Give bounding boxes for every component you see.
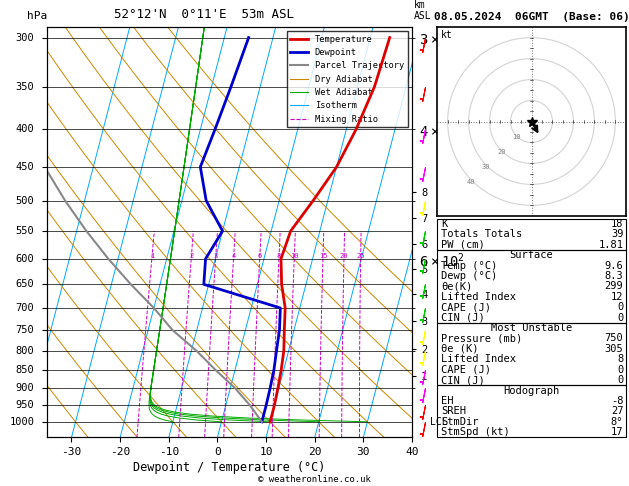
X-axis label: Dewpoint / Temperature (°C): Dewpoint / Temperature (°C): [133, 461, 326, 474]
Text: 0: 0: [617, 375, 623, 385]
Text: Totals Totals: Totals Totals: [441, 229, 522, 239]
Text: 550: 550: [16, 226, 35, 236]
Text: Lifted Index: Lifted Index: [441, 354, 516, 364]
Text: 750: 750: [16, 325, 35, 335]
Text: Surface: Surface: [509, 250, 554, 260]
Text: 300: 300: [16, 33, 35, 43]
Text: hPa: hPa: [27, 11, 47, 20]
Text: 2: 2: [189, 253, 193, 259]
Text: 299: 299: [604, 281, 623, 292]
Text: 450: 450: [16, 162, 35, 172]
Text: 20: 20: [340, 253, 348, 259]
Text: 350: 350: [16, 82, 35, 92]
Text: 8°: 8°: [611, 417, 623, 427]
Text: 0: 0: [617, 364, 623, 375]
Text: 4: 4: [231, 253, 236, 259]
Text: StmDir: StmDir: [441, 417, 479, 427]
Text: 18: 18: [611, 219, 623, 229]
Text: 8.3: 8.3: [604, 271, 623, 281]
Text: 950: 950: [16, 400, 35, 411]
Text: Lifted Index: Lifted Index: [441, 292, 516, 302]
Text: CAPE (J): CAPE (J): [441, 302, 491, 312]
Text: -8: -8: [611, 396, 623, 406]
Text: 600: 600: [16, 254, 35, 264]
Text: 800: 800: [16, 346, 35, 356]
Text: PW (cm): PW (cm): [441, 240, 485, 250]
Text: 27: 27: [611, 406, 623, 417]
Text: StmSpd (kt): StmSpd (kt): [441, 427, 509, 437]
Text: 0: 0: [617, 312, 623, 323]
Text: 30: 30: [482, 164, 491, 170]
Text: 700: 700: [16, 303, 35, 313]
Text: 08.05.2024  06GMT  (Base: 06): 08.05.2024 06GMT (Base: 06): [433, 12, 629, 22]
Text: Most Unstable: Most Unstable: [491, 323, 572, 333]
Text: 8: 8: [277, 253, 281, 259]
Text: Temp (°C): Temp (°C): [441, 260, 497, 271]
Text: Hodograph: Hodograph: [503, 385, 560, 396]
Text: 750: 750: [604, 333, 623, 344]
Text: 17: 17: [611, 427, 623, 437]
Text: Dewp (°C): Dewp (°C): [441, 271, 497, 281]
Text: SREH: SREH: [441, 406, 466, 417]
Text: 850: 850: [16, 365, 35, 375]
Text: 900: 900: [16, 383, 35, 393]
Text: km
ASL: km ASL: [414, 0, 431, 20]
Text: 3: 3: [213, 253, 218, 259]
Text: 6: 6: [257, 253, 262, 259]
Text: 10: 10: [512, 134, 521, 139]
Text: CIN (J): CIN (J): [441, 375, 485, 385]
Text: kt: kt: [442, 30, 453, 40]
Text: © weatheronline.co.uk: © weatheronline.co.uk: [258, 474, 371, 484]
Text: LCL: LCL: [430, 417, 448, 427]
Text: 52°12'N  0°11'E  53m ASL: 52°12'N 0°11'E 53m ASL: [114, 8, 294, 20]
Text: 500: 500: [16, 195, 35, 206]
Text: 305: 305: [604, 344, 623, 354]
Legend: Temperature, Dewpoint, Parcel Trajectory, Dry Adiabat, Wet Adiabat, Isotherm, Mi: Temperature, Dewpoint, Parcel Trajectory…: [287, 31, 408, 127]
Text: 400: 400: [16, 124, 35, 134]
Text: CIN (J): CIN (J): [441, 312, 485, 323]
Text: 0: 0: [617, 302, 623, 312]
Text: 25: 25: [357, 253, 365, 259]
Text: 1000: 1000: [9, 417, 35, 427]
Text: 10: 10: [290, 253, 299, 259]
Text: 650: 650: [16, 279, 35, 289]
Text: 40: 40: [467, 179, 476, 185]
Text: 20: 20: [497, 149, 506, 155]
Text: K: K: [441, 219, 447, 229]
Text: Pressure (mb): Pressure (mb): [441, 333, 522, 344]
Text: EH: EH: [441, 396, 454, 406]
Text: 1: 1: [150, 253, 154, 259]
Text: 1.81: 1.81: [598, 240, 623, 250]
Text: 9.6: 9.6: [604, 260, 623, 271]
Text: θe(K): θe(K): [441, 281, 472, 292]
Text: 8: 8: [617, 354, 623, 364]
Text: θe (K): θe (K): [441, 344, 479, 354]
Text: 15: 15: [319, 253, 327, 259]
Text: CAPE (J): CAPE (J): [441, 364, 491, 375]
Text: 39: 39: [611, 229, 623, 239]
Text: 12: 12: [611, 292, 623, 302]
